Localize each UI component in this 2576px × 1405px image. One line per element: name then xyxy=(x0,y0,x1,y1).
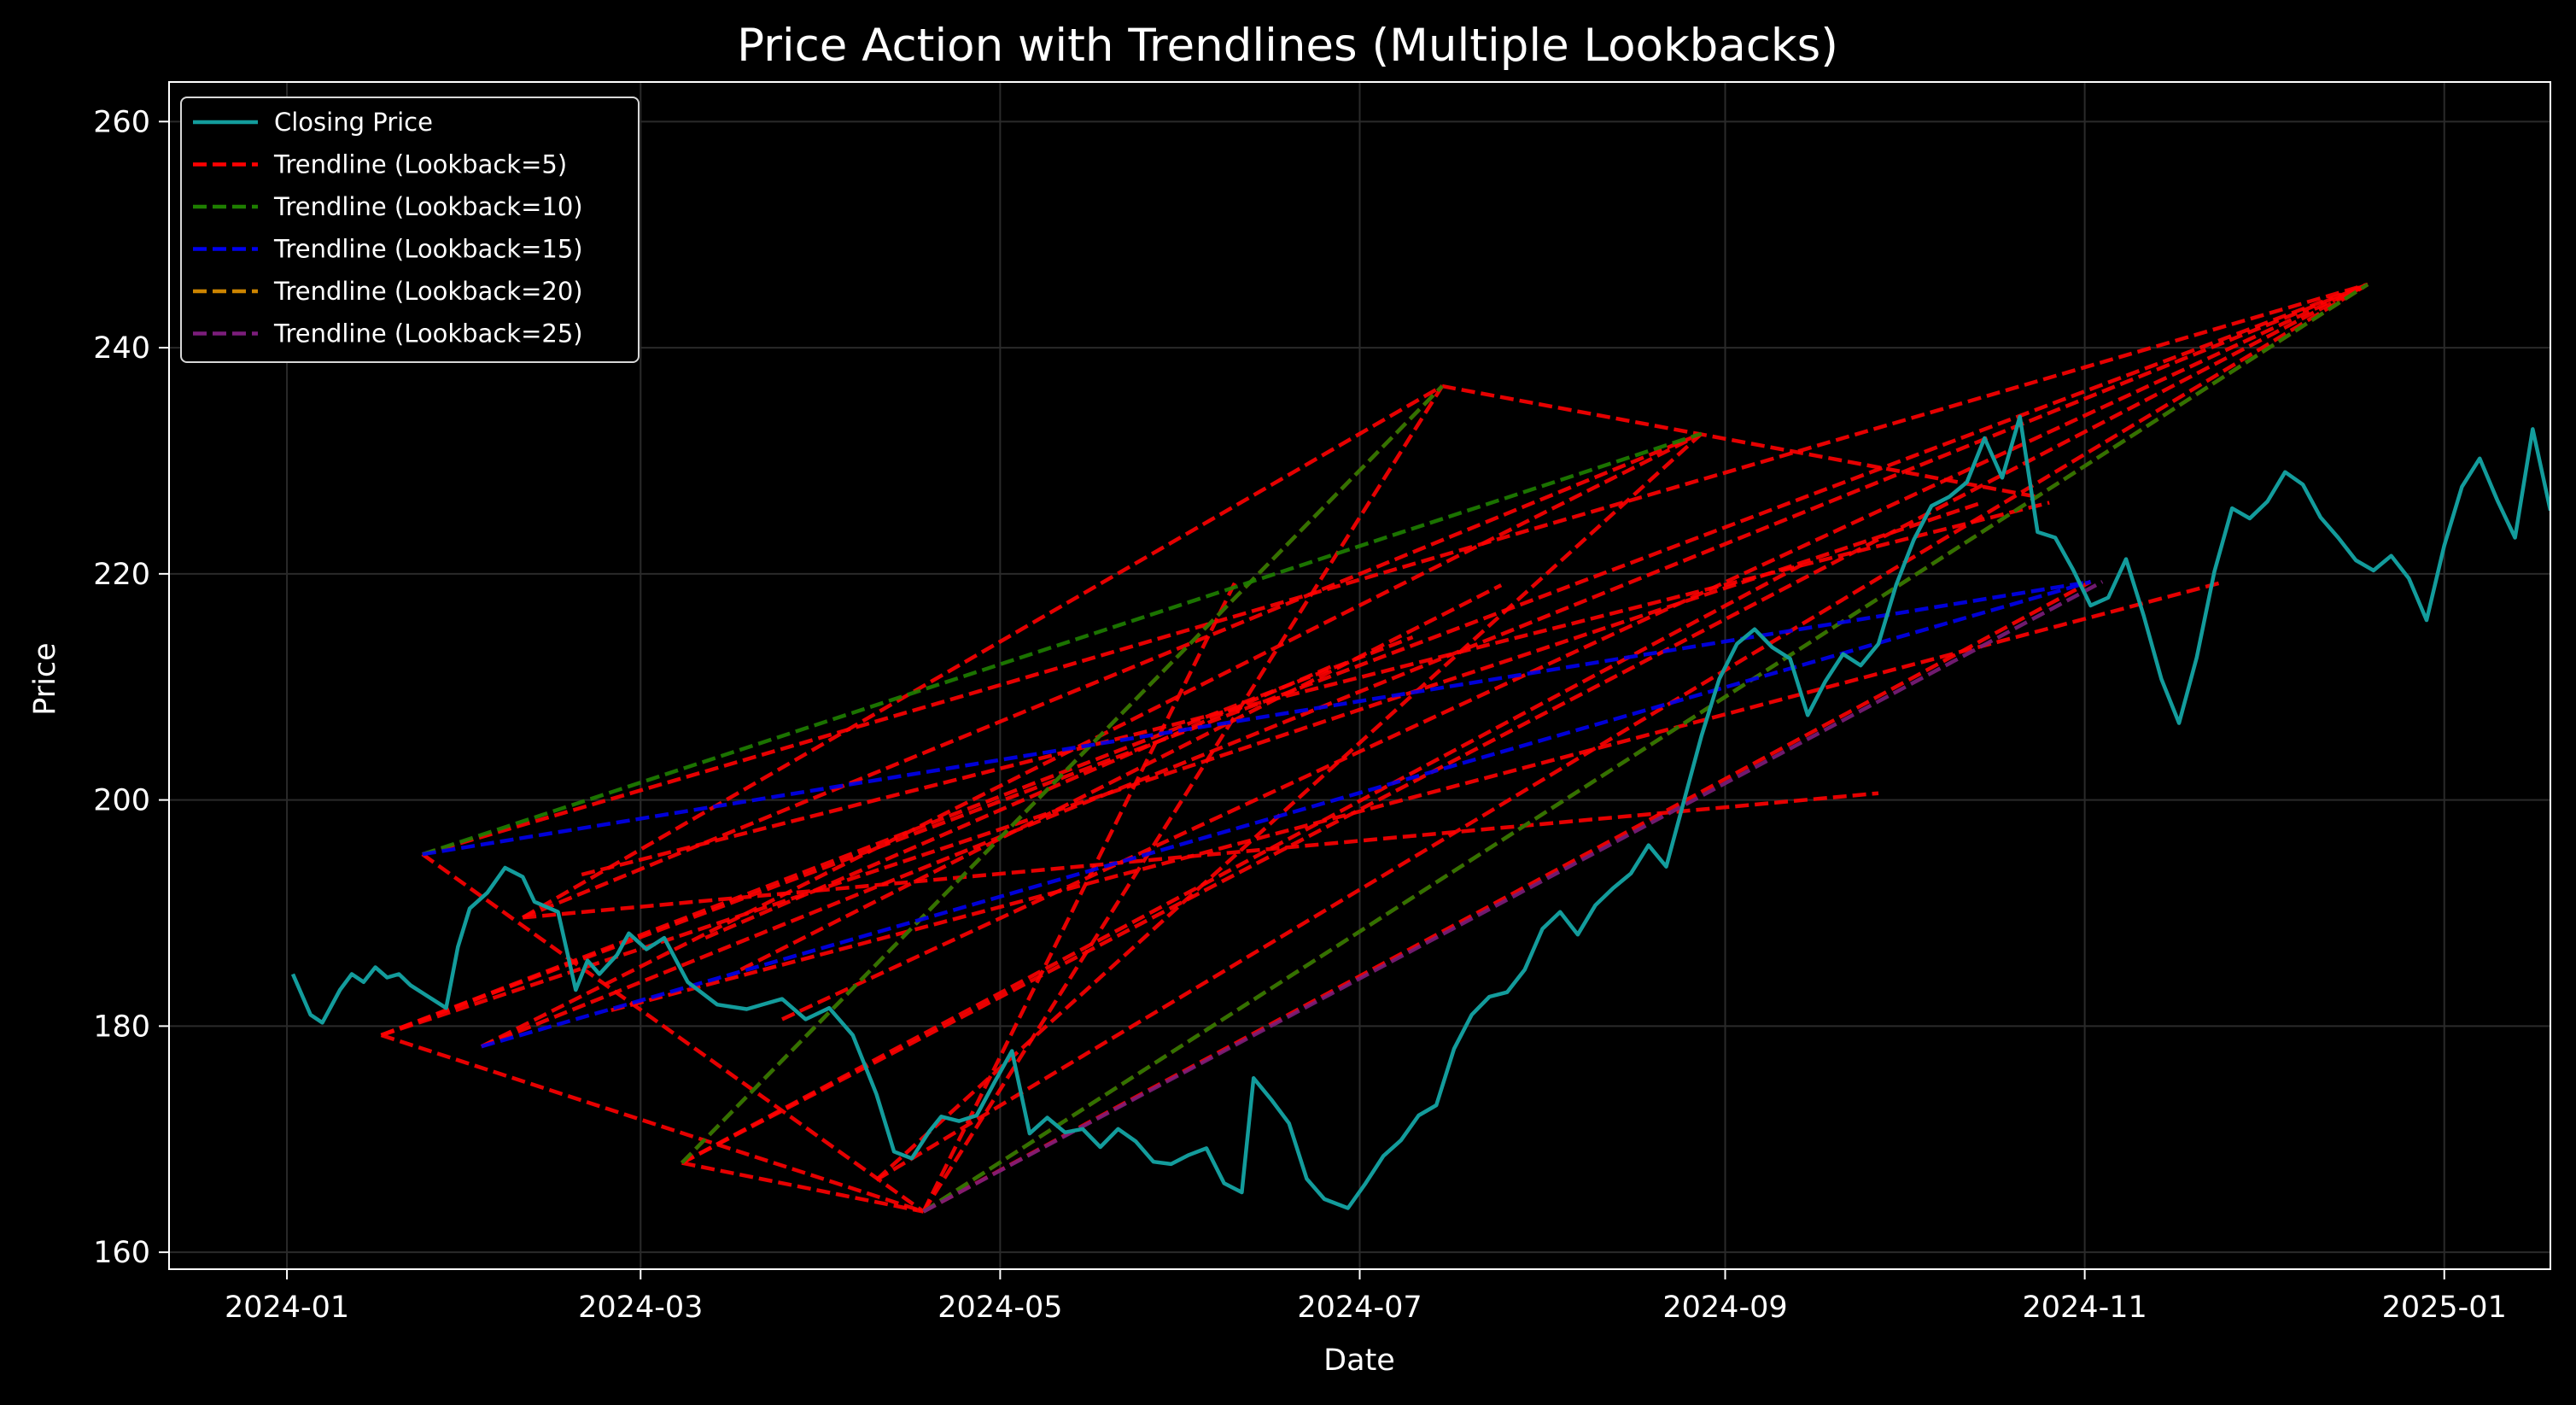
trendline-segment xyxy=(922,283,2369,1214)
x-axis-label: Date xyxy=(1323,1344,1395,1378)
trendline-segment xyxy=(681,1161,925,1214)
trendline-segment xyxy=(380,635,1414,1038)
trendline-segment xyxy=(680,384,1444,1165)
trendline-segment xyxy=(875,283,2369,1182)
trendline-segment xyxy=(922,580,2104,1214)
trendline-segment xyxy=(739,583,1503,972)
trendline-segment xyxy=(422,579,2091,857)
trendline-series-2 xyxy=(422,283,2369,1214)
x-tick-label: 2024-09 xyxy=(1662,1291,1787,1325)
trendline-series-5 xyxy=(922,580,2104,1214)
trendline-segment xyxy=(481,579,2092,1049)
trendline-segment xyxy=(681,563,1803,1165)
trendline-segment xyxy=(1441,383,2038,500)
trendline-segment xyxy=(781,282,2369,1022)
plot-area xyxy=(290,282,2550,1214)
legend-entries: Closing Price Trendline (Lookback=5) Trend… xyxy=(193,108,583,348)
legend-box xyxy=(180,97,640,363)
y-tick-label: 180 xyxy=(93,1010,150,1044)
y-axis: 160 180 200 220 240 260 xyxy=(93,105,169,1270)
trendline-segment xyxy=(422,431,1703,857)
trendline-segment xyxy=(422,282,2369,857)
trendline-segment xyxy=(581,501,2050,877)
x-tick-label: 2024-11 xyxy=(2023,1291,2147,1325)
trendline-segment xyxy=(921,384,1445,1213)
legend-label: Trendline (Lookback=25) xyxy=(273,319,583,348)
trendline-segment xyxy=(421,852,925,1214)
y-tick-label: 240 xyxy=(93,331,150,366)
y-axis-label: Price xyxy=(28,642,62,715)
trendline-segment xyxy=(480,431,1703,1049)
y-tick-label: 220 xyxy=(93,558,150,592)
trendline-segment xyxy=(522,384,1444,920)
trendline-segment xyxy=(380,282,2369,1038)
trendline-segment xyxy=(704,662,1337,940)
x-axis: 2024-01 2024-03 2024-05 2024-07 2024-09 2024-… xyxy=(225,1269,2507,1325)
chart-title: Price Action with Trendlines (Multiple L… xyxy=(737,20,1838,72)
x-tick-label: 2025-01 xyxy=(2382,1291,2507,1325)
trendline-segment xyxy=(522,431,1703,920)
legend: Closing Price Trendline (Lookback=5) Trend… xyxy=(180,97,640,363)
trendline-segment xyxy=(380,1033,925,1214)
trendline-segment xyxy=(610,581,2221,1012)
price-layer xyxy=(290,414,2550,1210)
x-tick-label: 2024-03 xyxy=(578,1291,703,1325)
x-tick-label: 2024-05 xyxy=(938,1291,1062,1325)
trendline-segment xyxy=(481,282,2369,1049)
legend-label: Trendline (Lookback=5) xyxy=(273,150,567,179)
legend-label: Trendline (Lookback=20) xyxy=(273,277,583,306)
legend-label: Trendline (Lookback=10) xyxy=(273,192,583,221)
y-tick-label: 200 xyxy=(93,784,150,818)
trendline-layer xyxy=(380,282,2369,1214)
y-tick-label: 160 xyxy=(93,1236,150,1270)
legend-label: Trendline (Lookback=15) xyxy=(273,235,583,264)
trendline-segment xyxy=(681,283,2369,1165)
legend-label: Closing Price xyxy=(274,108,433,137)
trendline-series-3 xyxy=(422,579,2092,1049)
closing-price-line xyxy=(290,414,2550,1210)
x-tick-label: 2024-01 xyxy=(225,1291,349,1325)
y-tick-label: 260 xyxy=(93,105,150,139)
x-tick-label: 2024-07 xyxy=(1297,1291,1422,1325)
